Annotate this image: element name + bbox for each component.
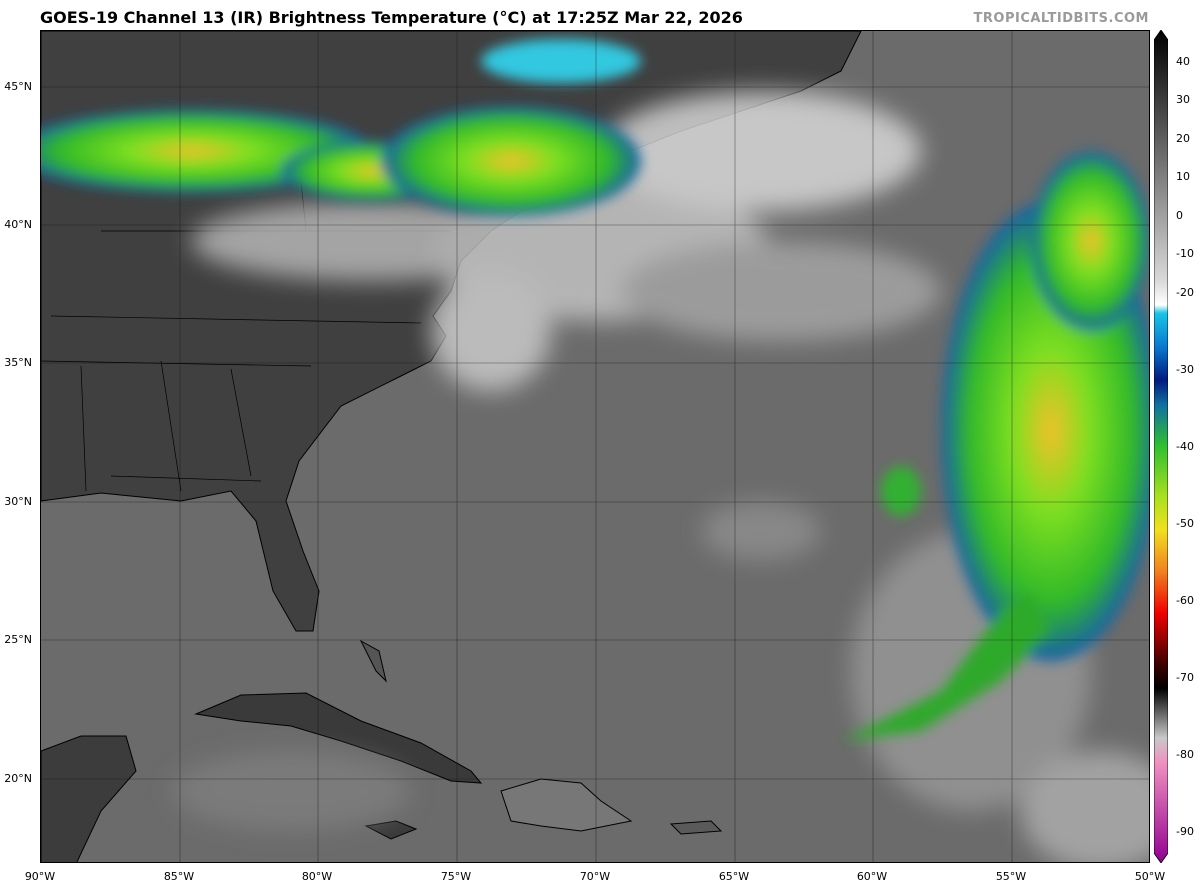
cb-label-m80: -80 <box>1176 748 1194 761</box>
cb-label-30: 30 <box>1176 93 1190 106</box>
bahamas <box>359 639 387 683</box>
temperature-colorbar <box>1154 30 1168 863</box>
lon-label-50: 50°W <box>1134 870 1166 883</box>
cb-label-0: 0 <box>1176 209 1183 222</box>
cb-label-20: 20 <box>1176 132 1190 145</box>
jamaica <box>364 820 418 840</box>
lat-label-40: 40°N <box>4 218 32 231</box>
chart-title: GOES-19 Channel 13 (IR) Brightness Tempe… <box>40 8 743 27</box>
hispaniola <box>500 778 633 832</box>
puerto-rico <box>669 820 723 835</box>
lat-label-45: 45°N <box>4 80 32 93</box>
source-credit: TROPICALTIDBITS.COM <box>973 11 1149 26</box>
cb-label-m90: -90 <box>1176 825 1194 838</box>
yucatan <box>41 735 137 862</box>
cb-label-m40: -40 <box>1176 440 1194 453</box>
satellite-map <box>40 30 1150 863</box>
cb-label-m70: -70 <box>1176 671 1194 684</box>
lon-label-55: 55°W <box>995 870 1027 883</box>
lon-label-85: 85°W <box>163 870 195 883</box>
cb-label-40: 40 <box>1176 55 1190 68</box>
lat-label-35: 35°N <box>4 356 32 369</box>
cb-label-m50: -50 <box>1176 517 1194 530</box>
lat-label-30: 30°N <box>4 495 32 508</box>
cb-label-m10: -10 <box>1176 247 1194 260</box>
lon-label-60: 60°W <box>856 870 888 883</box>
lon-label-75: 75°W <box>440 870 472 883</box>
cb-label-m60: -60 <box>1176 594 1194 607</box>
cb-label-10: 10 <box>1176 170 1190 183</box>
lon-label-90: 90°W <box>24 870 56 883</box>
lat-label-20: 20°N <box>4 772 32 785</box>
lon-label-70: 70°W <box>579 870 611 883</box>
cuba <box>194 692 483 784</box>
cb-label-m20: -20 <box>1176 286 1194 299</box>
lon-label-80: 80°W <box>301 870 333 883</box>
cb-label-m30: -30 <box>1176 363 1194 376</box>
lon-label-65: 65°W <box>718 870 750 883</box>
cold-cloud-tops <box>41 39 1149 741</box>
lat-label-25: 25°N <box>4 633 32 646</box>
grid-lines <box>41 31 1149 862</box>
